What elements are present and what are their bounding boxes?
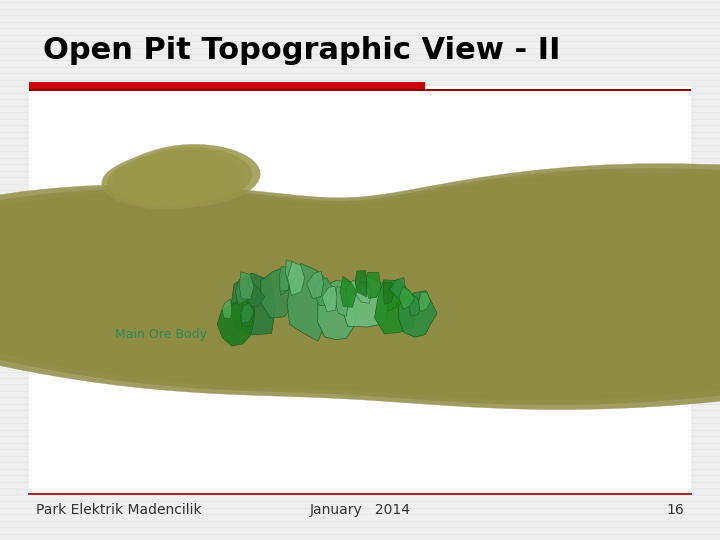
Polygon shape <box>145 238 643 335</box>
Polygon shape <box>125 157 227 198</box>
Bar <box>29 89 691 91</box>
Polygon shape <box>130 159 218 195</box>
Text: 16: 16 <box>666 503 684 517</box>
Polygon shape <box>0 178 720 395</box>
Polygon shape <box>84 224 720 349</box>
Polygon shape <box>280 272 291 295</box>
Polygon shape <box>318 281 358 340</box>
Polygon shape <box>354 282 372 303</box>
Text: Main Ore Body: Main Ore Body <box>115 328 207 341</box>
Polygon shape <box>42 215 720 358</box>
Polygon shape <box>279 267 290 292</box>
Polygon shape <box>419 292 431 312</box>
Polygon shape <box>21 210 720 363</box>
Polygon shape <box>287 264 333 341</box>
Polygon shape <box>0 173 720 400</box>
Text: Open Pit Topographic View - II: Open Pit Topographic View - II <box>43 36 561 65</box>
Polygon shape <box>0 201 720 372</box>
Polygon shape <box>0 168 720 405</box>
Polygon shape <box>355 271 367 297</box>
Polygon shape <box>135 163 210 193</box>
Polygon shape <box>107 147 252 206</box>
Polygon shape <box>222 299 232 319</box>
Polygon shape <box>0 182 720 391</box>
Polygon shape <box>387 287 401 311</box>
Polygon shape <box>166 243 616 330</box>
Polygon shape <box>340 275 390 327</box>
Polygon shape <box>409 294 420 316</box>
Polygon shape <box>141 165 202 190</box>
Polygon shape <box>313 278 334 306</box>
Polygon shape <box>374 280 415 334</box>
Polygon shape <box>102 144 260 209</box>
Polygon shape <box>63 219 720 353</box>
Text: Park Elektrik Madencilik: Park Elektrik Madencilik <box>36 503 202 517</box>
Polygon shape <box>230 273 275 335</box>
Polygon shape <box>217 299 255 346</box>
Polygon shape <box>0 164 720 409</box>
Polygon shape <box>287 262 305 295</box>
Polygon shape <box>322 286 337 312</box>
Polygon shape <box>235 279 251 305</box>
Polygon shape <box>104 229 698 344</box>
Polygon shape <box>398 291 437 337</box>
Polygon shape <box>390 278 405 299</box>
Polygon shape <box>0 196 720 377</box>
Polygon shape <box>0 192 720 381</box>
Polygon shape <box>113 150 243 204</box>
Polygon shape <box>244 280 265 306</box>
Polygon shape <box>125 233 670 339</box>
Text: January   2014: January 2014 <box>310 503 410 517</box>
Polygon shape <box>241 303 253 323</box>
Polygon shape <box>261 268 296 318</box>
Polygon shape <box>307 271 323 299</box>
Polygon shape <box>240 306 254 327</box>
Polygon shape <box>366 272 381 299</box>
Polygon shape <box>286 260 299 282</box>
Polygon shape <box>0 187 720 386</box>
Polygon shape <box>1 206 720 367</box>
Polygon shape <box>383 282 393 305</box>
Polygon shape <box>399 287 415 309</box>
Bar <box>29 86 691 491</box>
Polygon shape <box>239 272 254 299</box>
Polygon shape <box>119 153 235 201</box>
Polygon shape <box>340 276 357 307</box>
Polygon shape <box>336 286 348 316</box>
Bar <box>29 82 425 89</box>
